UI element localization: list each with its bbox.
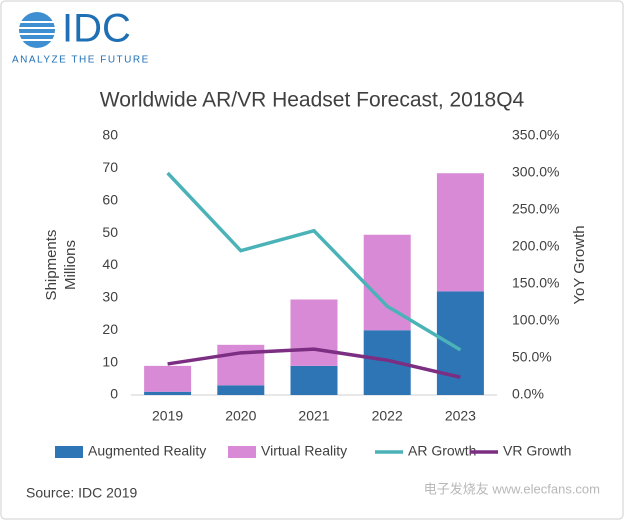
y-tick-label: 80 [102, 127, 118, 143]
line [167, 347, 461, 379]
y2-tick-label: 350.0% [512, 127, 559, 143]
y-tick-label: 60 [102, 191, 118, 207]
y2-tick-label: 200.0% [512, 238, 559, 254]
y2-tick-label: 50.0% [512, 349, 552, 365]
x-tick-label: 2019 [152, 408, 183, 424]
legend-swatch [55, 446, 83, 458]
y-axis-title: Millions [62, 240, 79, 290]
y-tick-label: 30 [102, 289, 118, 305]
legend-label: Augmented Reality [88, 443, 206, 459]
y-tick-label: 20 [102, 321, 118, 337]
source: Source: IDC 2019 [26, 485, 137, 501]
bar [144, 365, 192, 392]
x-tick-label: 2021 [298, 408, 329, 424]
logo-name: IDC [62, 7, 131, 51]
x-tick-label: 2023 [445, 408, 476, 424]
y2-tick-label: 300.0% [512, 164, 559, 180]
bar [436, 291, 484, 395]
bar [290, 365, 338, 395]
y-tick-label: 50 [102, 224, 118, 240]
y2-axis-title: YoY Growth [571, 225, 588, 304]
legend-swatch [228, 446, 256, 458]
watermark: 电子发烧友 www.elecfans.com [424, 481, 600, 496]
bar [217, 385, 265, 395]
legend-label: Virtual Reality [261, 443, 347, 459]
bar [290, 299, 338, 366]
y2-tick-label: 100.0% [512, 312, 559, 328]
x-tick-label: 2022 [372, 408, 403, 424]
line [166, 171, 462, 352]
bar [144, 391, 192, 395]
bar [436, 173, 484, 292]
chart-title: Worldwide AR/VR Headset Forecast, 2018Q4 [100, 89, 525, 112]
y2-tick-label: 250.0% [512, 201, 559, 217]
y2-tick-label: 0.0% [512, 386, 544, 402]
y-tick-label: 70 [102, 159, 118, 175]
y2-tick-label: 150.0% [512, 275, 559, 291]
y-tick-label: 10 [102, 353, 118, 369]
y-tick-label: 0 [110, 386, 118, 402]
logo-globe [19, 12, 55, 48]
legend-label: VR Growth [503, 443, 571, 459]
x-tick-label: 2020 [225, 408, 256, 424]
y-axis-title: Shipments [43, 230, 60, 301]
logo-tagline: ANALYZE THE FUTURE [12, 55, 150, 66]
legend-label: AR Growth [408, 443, 476, 459]
y-tick-label: 40 [102, 256, 118, 272]
